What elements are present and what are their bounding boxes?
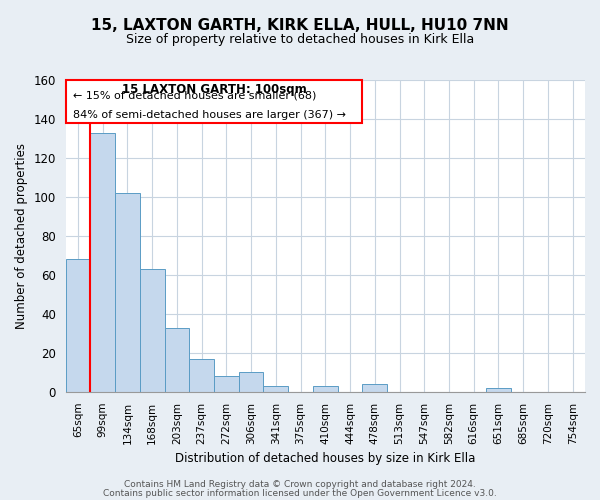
Text: ← 15% of detached houses are smaller (68): ← 15% of detached houses are smaller (68…	[73, 90, 316, 101]
Bar	[164, 328, 190, 392]
X-axis label: Distribution of detached houses by size in Kirk Ella: Distribution of detached houses by size …	[175, 452, 476, 465]
Text: 15 LAXTON GARTH: 100sqm: 15 LAXTON GARTH: 100sqm	[122, 83, 307, 96]
Text: Contains public sector information licensed under the Open Government Licence v3: Contains public sector information licen…	[103, 488, 497, 498]
Text: Size of property relative to detached houses in Kirk Ella: Size of property relative to detached ho…	[126, 32, 474, 46]
Y-axis label: Number of detached properties: Number of detached properties	[15, 143, 28, 329]
Text: 15, LAXTON GARTH, KIRK ELLA, HULL, HU10 7NN: 15, LAXTON GARTH, KIRK ELLA, HULL, HU10 …	[91, 18, 509, 32]
Bar	[486, 388, 511, 392]
Bar	[140, 269, 164, 392]
Bar	[239, 372, 263, 392]
Bar	[362, 384, 387, 392]
Bar	[263, 386, 288, 392]
Bar	[190, 358, 214, 392]
Text: Contains HM Land Registry data © Crown copyright and database right 2024.: Contains HM Land Registry data © Crown c…	[124, 480, 476, 489]
Bar	[214, 376, 239, 392]
Bar	[91, 132, 115, 392]
Bar	[65, 260, 91, 392]
FancyBboxPatch shape	[65, 80, 362, 123]
Text: 84% of semi-detached houses are larger (367) →: 84% of semi-detached houses are larger (…	[73, 110, 346, 120]
Bar	[115, 193, 140, 392]
Bar	[313, 386, 338, 392]
